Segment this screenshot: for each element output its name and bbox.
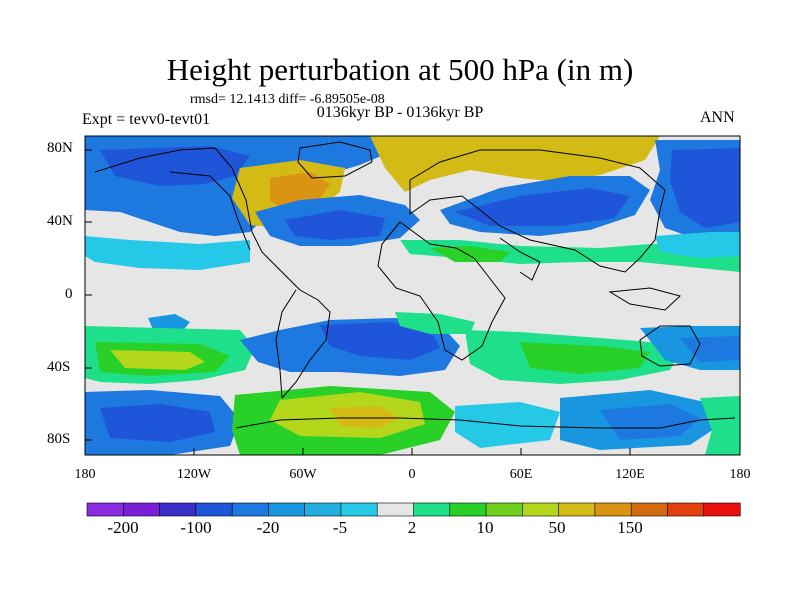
lat-label-80n: 80N — [47, 140, 73, 156]
colorbar-swatch — [86, 502, 124, 517]
north-pacific-east-core — [670, 148, 740, 228]
mediterranean-green — [430, 246, 510, 262]
south-africa-green — [395, 312, 475, 334]
far-east-green — [700, 396, 740, 455]
colorbar-swatch — [340, 502, 378, 517]
colorbar-label: 150 — [617, 518, 643, 537]
aleutian-low-core — [100, 146, 250, 186]
season-label: ANN — [700, 109, 735, 126]
colorbar-swatch — [667, 502, 705, 517]
stats-label: rmsd= 12.1413 diff= -6.89505e-08 — [190, 92, 385, 107]
south-atlantic-low-core — [320, 322, 440, 360]
colorbar-label: 10 — [476, 518, 494, 537]
lon-ticks — [84, 448, 741, 455]
eurasia — [409, 149, 666, 273]
colorbar-swatch — [449, 502, 487, 517]
atlantic-low-core — [285, 210, 385, 240]
lon-label-180e: 180 — [729, 467, 751, 482]
lon-label-120e: 120E — [615, 467, 645, 482]
colorbar — [86, 502, 741, 517]
coastlines — [94, 141, 736, 429]
colorbar-swatch — [413, 502, 451, 517]
lon-label-0: 0 — [408, 467, 416, 482]
colorbar-swatch — [594, 502, 632, 517]
colorbar-swatch — [485, 502, 523, 517]
plot-subtitle: 0136kyr BP - 0136kyr BP — [316, 104, 484, 121]
north-america-coast — [94, 147, 301, 291]
maritime-continent — [608, 287, 682, 311]
north-america-interior — [169, 171, 251, 251]
colorbar-swatch — [159, 502, 197, 517]
lat-label-40n: 40N — [47, 213, 73, 229]
eurasia-high — [370, 136, 660, 192]
colorbar-swatch — [231, 502, 269, 517]
south-pacific-low-core — [100, 404, 215, 442]
lat-label-40s: 40S — [47, 359, 71, 375]
colorbar-swatch — [304, 502, 342, 517]
tasman-blue-core — [680, 336, 740, 362]
arabia-india — [499, 237, 541, 281]
colorbar-swatch — [630, 502, 669, 517]
colorbar-swatch — [268, 502, 306, 517]
east-antarctic-blue-core — [600, 404, 700, 440]
colorbar-swatch — [703, 502, 741, 517]
colorbar-swatch — [376, 502, 415, 517]
colorbar-swatch — [195, 502, 233, 517]
plot-title: Height perturbation at 500 hPa (in m) — [166, 52, 634, 87]
colorbar-label: 2 — [407, 518, 417, 537]
lat-label-0: 0 — [65, 286, 73, 302]
africa — [377, 221, 506, 361]
colorbar-label: -5 — [332, 518, 348, 537]
colorbar-swatch — [122, 502, 161, 517]
colorbar-label: 50 — [548, 518, 566, 537]
experiment-label: Expt = tevv0-tevt01 — [82, 111, 211, 128]
east-pacific-cyan — [655, 232, 740, 258]
colorbar-label: -20 — [256, 518, 280, 537]
lat-ticks — [85, 149, 92, 441]
colorbar-label: -200 — [107, 518, 139, 537]
lon-label-120w: 120W — [176, 467, 212, 482]
south-pacific-yellow — [110, 350, 205, 370]
lon-label-180w: 180 — [74, 467, 96, 482]
asia-subtropical-band — [400, 240, 740, 272]
pacific-subtropical-band — [85, 236, 250, 270]
colorbar-swatch — [522, 502, 560, 517]
asia-low-core — [455, 188, 630, 226]
colorbar-swatch — [558, 502, 596, 517]
south-america-west — [275, 289, 297, 399]
contour-field — [85, 136, 740, 455]
lon-label-60e: 60E — [509, 467, 533, 482]
colorbar-label: -100 — [180, 518, 212, 537]
greenland — [297, 141, 373, 179]
australia — [639, 325, 701, 367]
south-america-east — [281, 289, 331, 399]
indian-ocean-green-core — [520, 342, 650, 374]
antarctic-gold — [330, 406, 400, 428]
lat-label-80s: 80S — [47, 431, 71, 447]
lon-label-60w: 60W — [289, 467, 317, 482]
antarctica — [235, 417, 736, 429]
